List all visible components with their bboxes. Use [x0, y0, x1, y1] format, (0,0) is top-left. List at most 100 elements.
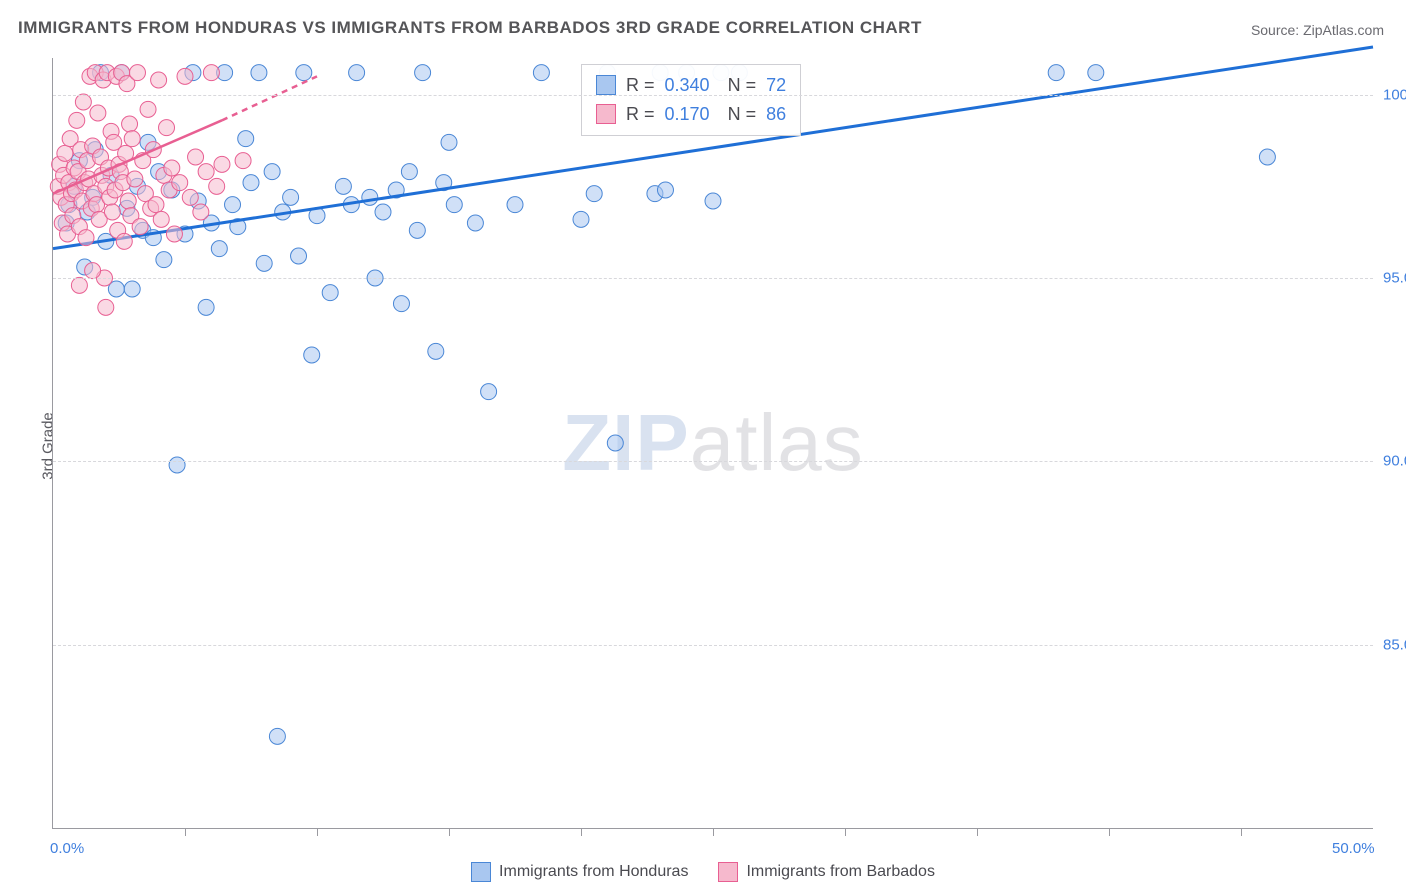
x-tick: [845, 828, 846, 836]
data-point-barbados: [235, 153, 251, 169]
data-point-honduras: [607, 435, 623, 451]
stat-r-label: R =: [626, 100, 655, 129]
data-point-barbados: [127, 171, 143, 187]
data-point-honduras: [264, 164, 280, 180]
data-point-barbados: [78, 230, 94, 246]
data-point-honduras: [657, 182, 673, 198]
data-point-barbados: [214, 156, 230, 172]
x-tick: [581, 828, 582, 836]
chart-plot-area: ZIPatlas R = 0.340 N = 72 R = 0.170 N = …: [52, 58, 1373, 829]
x-tick: [1109, 828, 1110, 836]
legend-swatch-honduras: [471, 862, 491, 882]
data-point-honduras: [349, 65, 365, 81]
data-point-barbados: [71, 277, 87, 293]
legend-label-honduras: Immigrants from Honduras: [499, 863, 688, 881]
x-tick: [449, 828, 450, 836]
data-point-barbados: [90, 105, 106, 121]
x-tick: [1241, 828, 1242, 836]
data-point-honduras: [211, 241, 227, 257]
data-point-honduras: [238, 131, 254, 147]
data-point-honduras: [283, 189, 299, 205]
data-point-honduras: [428, 343, 444, 359]
data-point-honduras: [1259, 149, 1275, 165]
data-point-honduras: [225, 197, 241, 213]
data-point-barbados: [153, 211, 169, 227]
data-point-barbados: [122, 116, 138, 132]
data-point-barbados: [159, 120, 175, 136]
data-point-honduras: [251, 65, 267, 81]
data-point-barbados: [116, 233, 132, 249]
data-point-honduras: [705, 193, 721, 209]
data-point-honduras: [256, 255, 272, 271]
data-point-barbados: [166, 226, 182, 242]
x-tick: [317, 828, 318, 836]
data-point-barbados: [193, 204, 209, 220]
data-point-honduras: [375, 204, 391, 220]
data-point-honduras: [1048, 65, 1064, 81]
data-point-barbados: [140, 101, 156, 117]
data-point-honduras: [335, 178, 351, 194]
swatch-honduras: [596, 75, 616, 95]
data-point-honduras: [409, 222, 425, 238]
data-point-barbados: [69, 112, 85, 128]
data-point-honduras: [362, 189, 378, 205]
trend-line-dashed-barbados: [222, 76, 317, 120]
y-tick-label: 85.0%: [1383, 636, 1406, 653]
data-point-barbados: [148, 197, 164, 213]
gridline-h: [53, 95, 1373, 96]
data-point-barbados: [132, 219, 148, 235]
data-point-honduras: [1088, 65, 1104, 81]
data-point-honduras: [322, 285, 338, 301]
data-point-barbados: [203, 65, 219, 81]
data-point-barbados: [198, 164, 214, 180]
legend-swatch-barbados: [718, 862, 738, 882]
data-point-honduras: [393, 296, 409, 312]
data-point-honduras: [533, 65, 549, 81]
data-point-honduras: [296, 65, 312, 81]
data-point-honduras: [586, 186, 602, 202]
data-point-honduras: [446, 197, 462, 213]
legend-item-barbados: Immigrants from Barbados: [718, 862, 935, 882]
gridline-h: [53, 461, 1373, 462]
data-point-honduras: [124, 281, 140, 297]
gridline-h: [53, 278, 1373, 279]
data-point-barbados: [172, 175, 188, 191]
data-point-barbados: [104, 204, 120, 220]
y-tick-label: 100.0%: [1383, 86, 1406, 103]
stat-n-barbados: 86: [766, 100, 786, 129]
x-tick: [977, 828, 978, 836]
data-point-honduras: [573, 211, 589, 227]
source-attribution: Source: ZipAtlas.com: [1251, 22, 1384, 38]
data-point-honduras: [441, 134, 457, 150]
data-point-honduras: [304, 347, 320, 363]
x-tick: [185, 828, 186, 836]
data-point-honduras: [156, 252, 172, 268]
y-tick-label: 95.0%: [1383, 270, 1406, 287]
series-legend: Immigrants from Honduras Immigrants from…: [0, 862, 1406, 882]
data-point-barbados: [182, 189, 198, 205]
swatch-barbados: [596, 104, 616, 124]
data-point-honduras: [467, 215, 483, 231]
data-point-honduras: [481, 384, 497, 400]
data-point-honduras: [198, 299, 214, 315]
data-point-barbados: [209, 178, 225, 194]
data-point-barbados: [75, 94, 91, 110]
data-point-honduras: [169, 457, 185, 473]
legend-label-barbados: Immigrants from Barbados: [746, 863, 935, 881]
data-point-barbados: [177, 68, 193, 84]
data-point-barbados: [164, 160, 180, 176]
data-point-honduras: [401, 164, 417, 180]
data-point-honduras: [291, 248, 307, 264]
data-point-barbados: [129, 65, 145, 81]
plot-svg: [53, 58, 1373, 828]
x-tick: [713, 828, 714, 836]
data-point-barbados: [57, 145, 73, 161]
data-point-barbados: [85, 263, 101, 279]
x-axis-min-label: 0.0%: [50, 840, 84, 857]
data-point-honduras: [269, 728, 285, 744]
stat-n-label: N =: [728, 100, 757, 129]
data-point-honduras: [415, 65, 431, 81]
y-tick-label: 90.0%: [1383, 453, 1406, 470]
gridline-h: [53, 645, 1373, 646]
data-point-barbados: [124, 131, 140, 147]
